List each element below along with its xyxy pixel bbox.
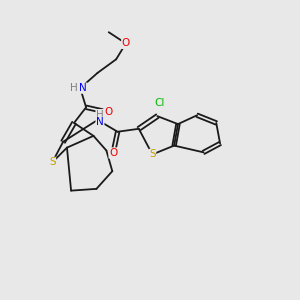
Text: H: H xyxy=(96,110,104,120)
Text: O: O xyxy=(104,107,112,117)
Text: Cl: Cl xyxy=(154,98,165,108)
Text: O: O xyxy=(109,148,117,158)
Text: O: O xyxy=(122,38,130,48)
Text: S: S xyxy=(149,149,156,159)
Text: N: N xyxy=(79,83,87,93)
Text: S: S xyxy=(49,158,56,167)
Text: N: N xyxy=(96,117,104,127)
Text: H: H xyxy=(70,83,78,93)
